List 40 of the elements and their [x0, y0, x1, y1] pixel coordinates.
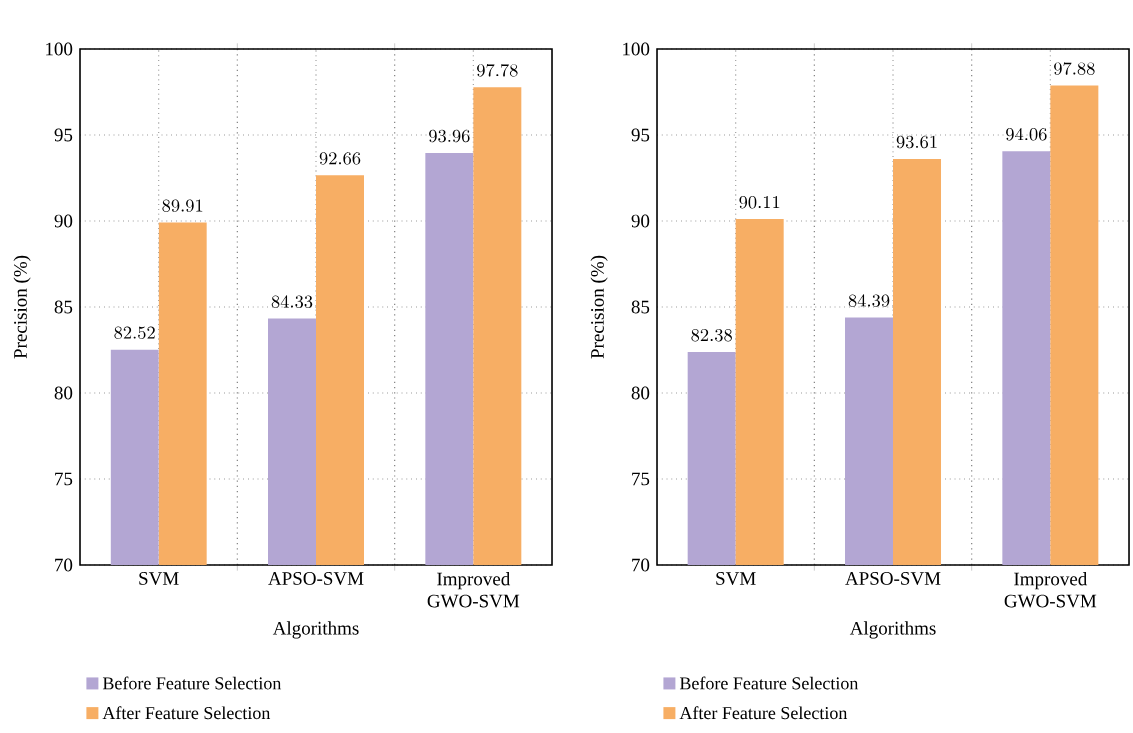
data-label: 94.06 [1006, 127, 1047, 141]
data-label: 90. 11 [739, 196, 780, 209]
y-tick-label: 90 [631, 214, 650, 228]
y-tick-label: 75 [632, 472, 650, 486]
x-tick-label: Improved GWO-SVM [1004, 572, 1097, 608]
x-tick-label: APSO-SVM [268, 572, 364, 585]
x-tick-label: APSO-SVM [845, 572, 941, 585]
legend-label: After Feature Selection [102, 706, 271, 720]
data-label: 82.52 [114, 326, 155, 339]
data-label: 93.96 [429, 129, 470, 143]
x-axis-title: Algorithms [849, 621, 936, 639]
legend-label: Before Feature Selection [102, 676, 282, 690]
y-tick-label: 80 [631, 386, 650, 400]
legend-label: After Feature Selection [679, 706, 848, 720]
data-label: 97.78 [477, 63, 518, 77]
y-tick-label: 100 [46, 42, 73, 56]
data-label: 84.39 [848, 294, 890, 307]
x-tick-label: SVM [716, 572, 756, 585]
y-tick-label: 80 [54, 386, 73, 400]
data-label: 97.88 [1054, 62, 1095, 75]
data-label: 82.38 [691, 329, 732, 342]
y-tick-label: 75 [55, 472, 73, 486]
x-axis-title: Algorithms [272, 621, 359, 639]
x-tick-label: Improved GWO-SVM [427, 572, 520, 608]
y-tick-label: 95 [631, 128, 650, 142]
y-tick-label: 95 [54, 128, 73, 142]
legend-label: Before Feature Selection [679, 676, 859, 690]
y-tick-label: 70 [632, 558, 650, 572]
y-axis-title: Precision (%) [590, 255, 608, 359]
y-tick-label: 85 [631, 300, 650, 314]
data-label: 92.66 [319, 152, 361, 165]
y-tick-label: 90 [54, 214, 73, 228]
y-tick-label: 85 [54, 300, 73, 314]
data-label: 89.91 [162, 199, 203, 212]
y-tick-label: 70 [55, 558, 73, 572]
x-tick-label: SVM [139, 572, 179, 585]
data-label: 93.61 [896, 135, 937, 149]
data-label: 84.33 [271, 295, 313, 308]
y-tick-label: 100 [623, 42, 650, 56]
y-axis-title: Precision (%) [13, 255, 31, 359]
